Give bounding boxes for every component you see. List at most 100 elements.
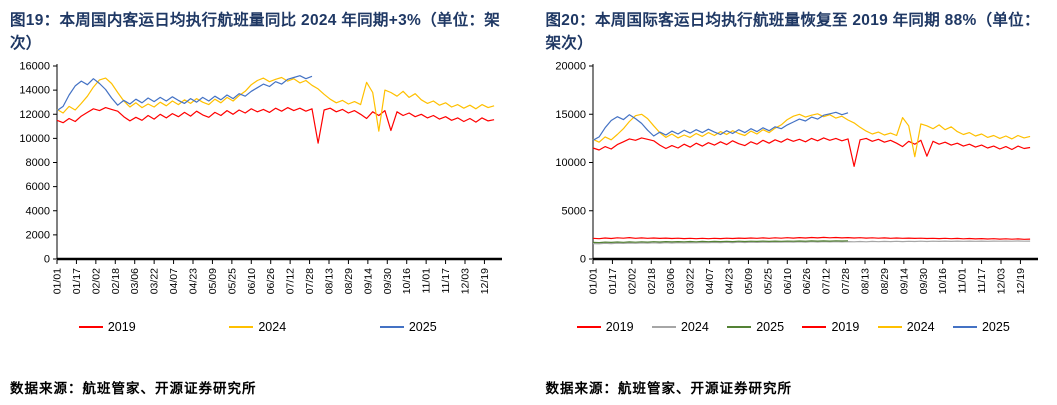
y-tick-label: 10000 bbox=[555, 157, 586, 169]
legend-item-2024-4: 2024 bbox=[877, 319, 935, 334]
x-tick-label: 03/06 bbox=[665, 267, 677, 293]
legend-domestic: 2019 2024 2025 bbox=[10, 317, 506, 337]
x-tick-label: 05/09 bbox=[742, 267, 754, 293]
x-tick-label: 10/16 bbox=[401, 267, 413, 293]
x-tick-label: 07/12 bbox=[820, 267, 832, 293]
series-line-2025-2 bbox=[592, 239, 848, 243]
y-tick-label: 2000 bbox=[26, 229, 50, 241]
x-tick-label: 01/01 bbox=[587, 267, 599, 293]
y-tick-label: 15000 bbox=[555, 108, 586, 120]
x-tick-label: 03/22 bbox=[684, 267, 696, 293]
x-tick-label: 11/17 bbox=[440, 267, 452, 293]
legend-item-2019-0: 2019 bbox=[78, 319, 136, 334]
x-tick-label: 11/01 bbox=[956, 267, 968, 293]
x-tick-label: 10/16 bbox=[937, 267, 949, 293]
x-tick-label: 09/14 bbox=[898, 267, 910, 293]
x-tick-label: 04/23 bbox=[188, 267, 200, 293]
x-tick-label: 11/17 bbox=[976, 267, 988, 293]
x-tick-label: 06/26 bbox=[801, 267, 813, 293]
y-tick-label: 6000 bbox=[26, 181, 50, 193]
x-tick-label: 02/18 bbox=[110, 267, 122, 293]
series-line-2019-0 bbox=[56, 106, 495, 144]
line-chart-international: 0 5000 10000 15000 20000 01/01 01/17 02/02 02/18… bbox=[546, 59, 1042, 315]
x-tick-label: 12/03 bbox=[995, 267, 1007, 293]
legend-item-2025-2: 2025 bbox=[379, 319, 437, 334]
x-tick-label: 05/09 bbox=[207, 267, 219, 293]
source-note: 数据来源：航班管家、开源证券研究所 bbox=[10, 381, 257, 396]
series-line-2024-1 bbox=[56, 76, 495, 132]
x-tick-label: 08/13 bbox=[859, 267, 871, 293]
x-tick-label: 04/07 bbox=[168, 267, 180, 293]
x-tick-label: 03/22 bbox=[149, 267, 161, 293]
legend-label: 2024 bbox=[906, 319, 935, 334]
chart-title-domestic: 图19：本周国内客运日均执行航班量同比 2024 年同期+3%（单位：架次） bbox=[10, 12, 501, 53]
x-tick-label: 02/02 bbox=[90, 267, 102, 293]
legend-label: 2024 bbox=[258, 319, 287, 334]
series-line-2024-1 bbox=[592, 239, 1030, 244]
x-tick-label: 08/13 bbox=[324, 267, 336, 293]
legend-international: 2019 2024 2025 2019 2024 2025 bbox=[546, 317, 1042, 337]
legend-label: 2025 bbox=[756, 319, 785, 334]
x-tick-label: 06/10 bbox=[246, 267, 258, 293]
legend-label: 2019 bbox=[107, 319, 136, 334]
y-tick-label: 16000 bbox=[19, 60, 50, 72]
legend-item-2025-5: 2025 bbox=[952, 319, 1010, 334]
x-tick-label: 07/28 bbox=[304, 267, 316, 293]
x-tick-label: 04/23 bbox=[723, 267, 735, 293]
y-tick-label: 10000 bbox=[19, 132, 50, 144]
legend-line-marker bbox=[78, 325, 103, 328]
y-tick-label: 4000 bbox=[26, 205, 50, 217]
x-tick-label: 09/30 bbox=[917, 267, 929, 293]
series-line-2019-3 bbox=[592, 136, 1030, 167]
line-chart-domestic: 0 2000 4000 6000 8000 10000 12000 14000 16000 01/… bbox=[10, 59, 506, 315]
y-tick-label: 14000 bbox=[19, 84, 50, 96]
series-line-2025-5 bbox=[592, 111, 848, 141]
y-tick-label: 5000 bbox=[561, 205, 585, 217]
x-tick-label: 11/01 bbox=[421, 267, 433, 293]
y-tick-label: 0 bbox=[44, 253, 50, 265]
legend-label: 2024 bbox=[680, 319, 709, 334]
x-tick-label: 04/07 bbox=[704, 267, 716, 293]
legend-item-2024-1: 2024 bbox=[651, 319, 709, 334]
x-tick-label: 12/19 bbox=[1014, 267, 1026, 293]
y-tick-label: 12000 bbox=[19, 108, 50, 120]
x-tick-label: 06/26 bbox=[265, 267, 277, 293]
legend-line-marker bbox=[651, 325, 676, 328]
legend-item-2025-2: 2025 bbox=[727, 320, 784, 334]
y-tick-label: 8000 bbox=[26, 157, 50, 169]
x-tick-label: 07/28 bbox=[840, 267, 852, 293]
legend-label: 2025 bbox=[981, 319, 1010, 334]
x-tick-label: 01/17 bbox=[606, 267, 618, 293]
x-tick-label: 09/30 bbox=[382, 267, 394, 293]
x-tick-label: 01/17 bbox=[71, 267, 83, 293]
legend-line-marker bbox=[727, 325, 752, 328]
x-tick-label: 02/18 bbox=[645, 267, 657, 293]
legend-item-2019-3: 2019 bbox=[802, 320, 859, 334]
legend-line-marker bbox=[877, 325, 902, 328]
series-line-2025-2 bbox=[56, 74, 313, 111]
legend-line-marker bbox=[802, 325, 827, 328]
x-tick-label: 12/19 bbox=[479, 267, 491, 293]
x-tick-label: 06/10 bbox=[781, 267, 793, 293]
legend-line-marker bbox=[229, 325, 254, 328]
x-tick-label: 07/12 bbox=[285, 267, 297, 293]
x-tick-label: 12/03 bbox=[460, 267, 472, 293]
x-tick-label: 05/25 bbox=[762, 267, 774, 293]
legend-line-marker bbox=[379, 325, 404, 328]
x-tick-label: 08/29 bbox=[343, 267, 355, 293]
y-tick-label: 0 bbox=[579, 253, 585, 265]
x-tick-label: 05/25 bbox=[226, 267, 238, 293]
legend-item-2019-0: 2019 bbox=[576, 319, 634, 334]
legend-label: 2025 bbox=[408, 319, 437, 334]
x-tick-label: 09/14 bbox=[362, 267, 374, 293]
x-tick-label: 02/02 bbox=[626, 267, 638, 293]
legend-label: 2019 bbox=[605, 319, 634, 334]
legend-label: 2019 bbox=[831, 319, 860, 334]
source-note: 数据来源：航班管家、开源证券研究所 bbox=[545, 381, 792, 396]
legend-item-2024-1: 2024 bbox=[229, 320, 286, 334]
chart-panel-domestic: 图19：本周国内客运日均执行航班量同比 2024 年同期+3%（单位：架次） 0… bbox=[10, 9, 506, 399]
chart-plot-area: 0 5000 10000 15000 20000 01/01 01/17 02/02 02/18… bbox=[555, 60, 1038, 294]
x-tick-label: 03/06 bbox=[129, 267, 141, 293]
chart-title-international: 图20：本周国际客运日均执行航班量恢复至 2019 年同期 88%（单位：架次） bbox=[545, 12, 1040, 53]
chart-panel-international: 图20：本周国际客运日均执行航班量恢复至 2019 年同期 88%（单位：架次）… bbox=[546, 9, 1042, 399]
